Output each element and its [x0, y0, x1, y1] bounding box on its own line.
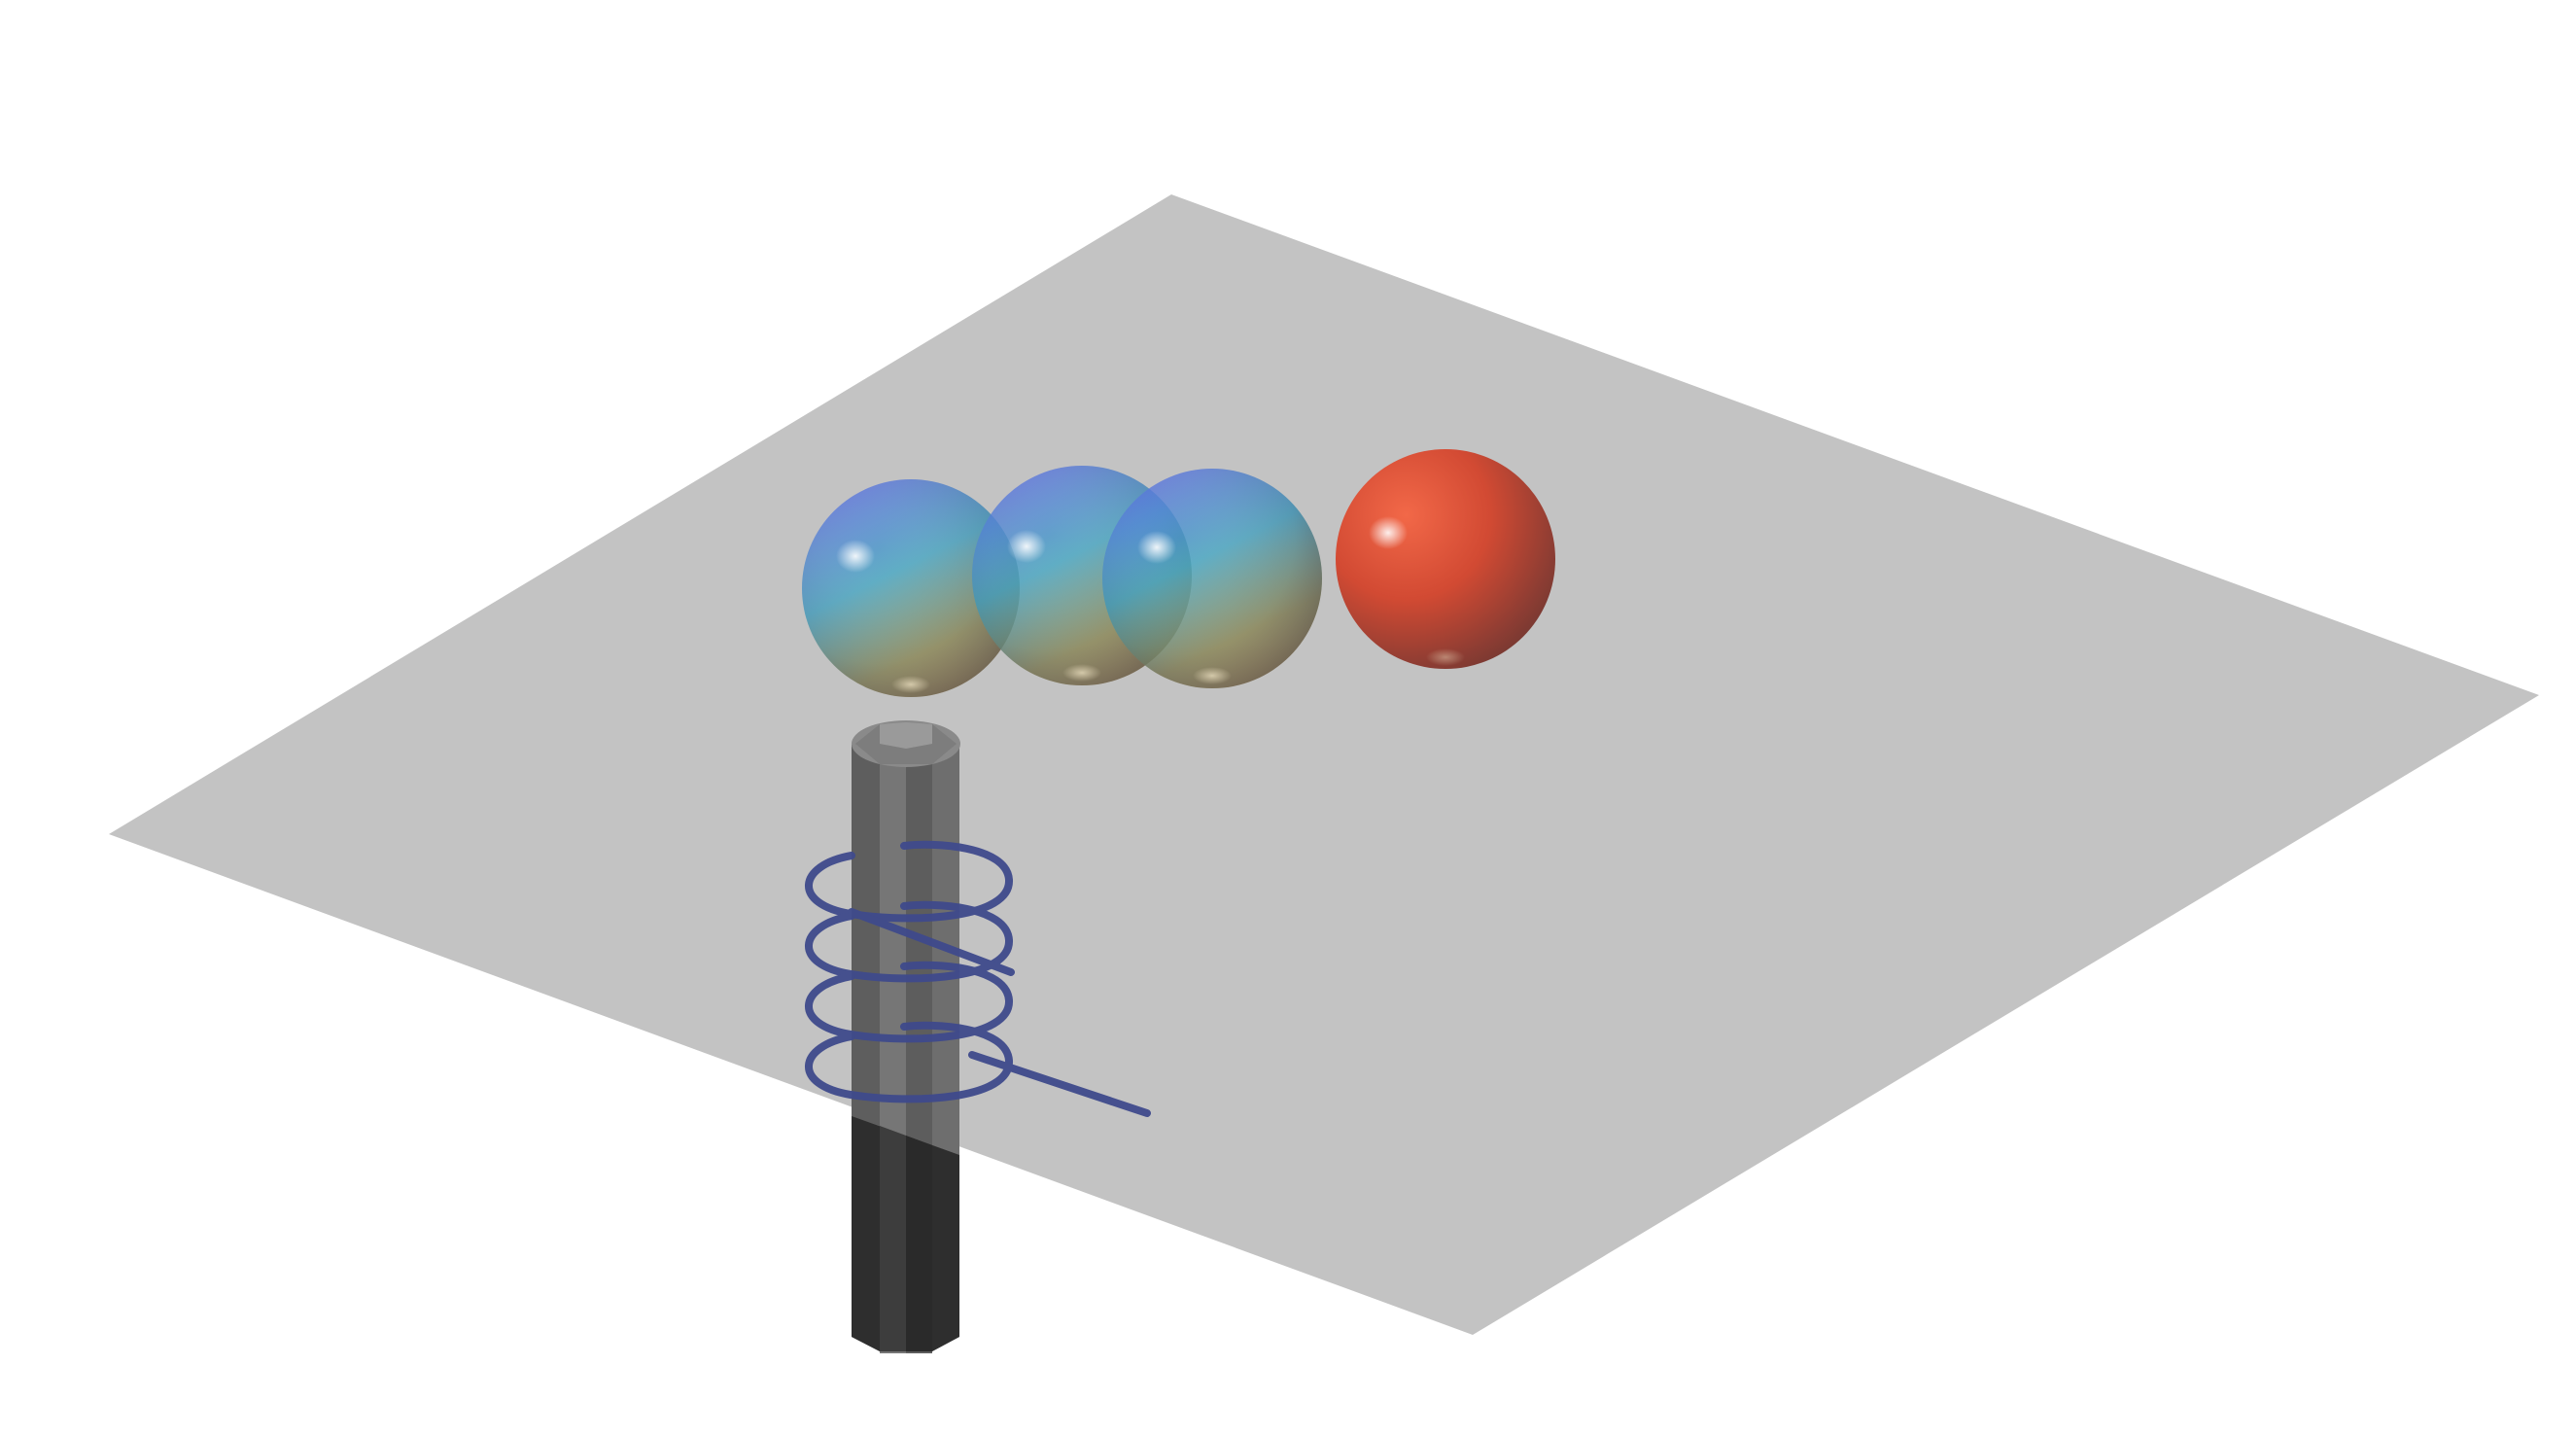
sphere-4-red: [1336, 449, 1555, 669]
sphere-3: [1102, 469, 1322, 688]
helix-coil: [805, 840, 1151, 1117]
ground-plane: [109, 194, 2539, 1335]
sphere-1: [802, 479, 1020, 697]
